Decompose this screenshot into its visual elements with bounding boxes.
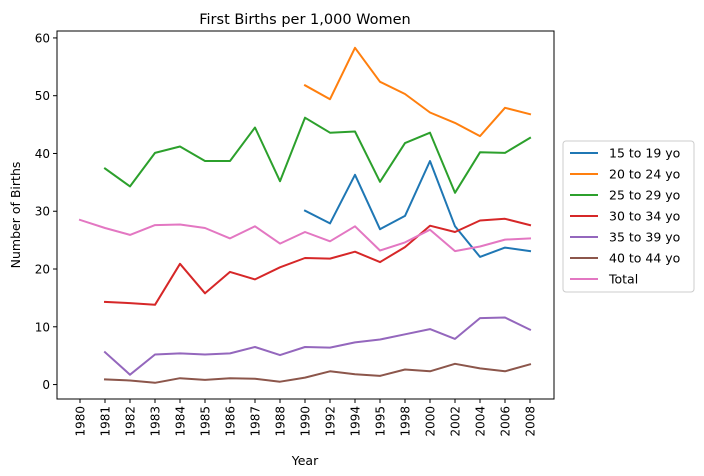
legend: 15 to 19 yo 20 to 24 yo 25 to 29 yo 30 to 3…: [562, 140, 695, 293]
series-line-30-to-34-yo: [103, 217, 532, 306]
x-tick-label: 1982: [124, 406, 138, 437]
legend-label: Total: [608, 272, 638, 287]
series-lines: [78, 46, 532, 384]
series-line-total: [78, 218, 532, 253]
x-axis: 1980 1981 1982 1983 1984 1985 1986 1987 1988 1990…: [74, 399, 538, 437]
x-tick-label: 1988: [274, 406, 288, 437]
legend-label: 35 to 39 yo: [609, 230, 680, 245]
y-tick-label: 10: [35, 320, 50, 334]
chart-title: First Births per 1,000 Women: [199, 12, 411, 28]
x-tick-label: 2004: [474, 406, 488, 437]
x-tick-label: 2000: [424, 406, 438, 437]
legend-label: 15 to 19 yo: [609, 146, 680, 161]
x-tick-label: 2002: [449, 406, 463, 437]
legend-label: 30 to 34 yo: [609, 209, 680, 224]
x-tick-label: 1990: [299, 406, 313, 437]
x-tick-label: 1992: [324, 406, 338, 437]
x-tick-label: 1984: [174, 406, 188, 437]
x-tick-label: 1987: [249, 406, 263, 437]
y-axis-label: Number of Births: [8, 162, 23, 269]
x-tick-label: 1985: [199, 406, 213, 437]
x-tick-label: 1983: [149, 406, 163, 437]
series-line-20-to-24-yo: [303, 46, 532, 138]
y-tick-label: 50: [35, 89, 50, 103]
series-line-40-to-44-yo: [103, 362, 532, 384]
y-tick-label: 40: [35, 147, 50, 161]
y-tick-label: 20: [35, 263, 50, 277]
legend-label: 40 to 44 yo: [609, 251, 680, 266]
x-tick-label: 1995: [374, 406, 388, 437]
x-tick-label: 1994: [349, 406, 363, 437]
x-tick-label: 1986: [224, 406, 238, 437]
y-tick-label: 60: [35, 31, 50, 45]
x-tick-label: 2008: [524, 406, 538, 437]
x-tick-label: 1980: [74, 406, 88, 437]
series-line-25-to-29-yo: [103, 116, 532, 194]
legend-label: 20 to 24 yo: [609, 167, 680, 182]
series-line-35-to-39-yo: [103, 316, 532, 376]
x-tick-label: 1981: [99, 406, 113, 437]
series-line-15-to-19-yo: [303, 160, 532, 258]
x-tick-label: 1998: [399, 406, 413, 437]
legend-frame: [562, 140, 695, 293]
y-axis: 0 10 20 30 40 50 60: [35, 31, 57, 392]
x-tick-label: 2006: [499, 406, 513, 437]
x-axis-label: Year: [291, 453, 319, 468]
legend-label: 25 to 29 yo: [609, 188, 680, 203]
y-tick-label: 0: [42, 378, 50, 392]
y-tick-label: 30: [35, 205, 50, 219]
